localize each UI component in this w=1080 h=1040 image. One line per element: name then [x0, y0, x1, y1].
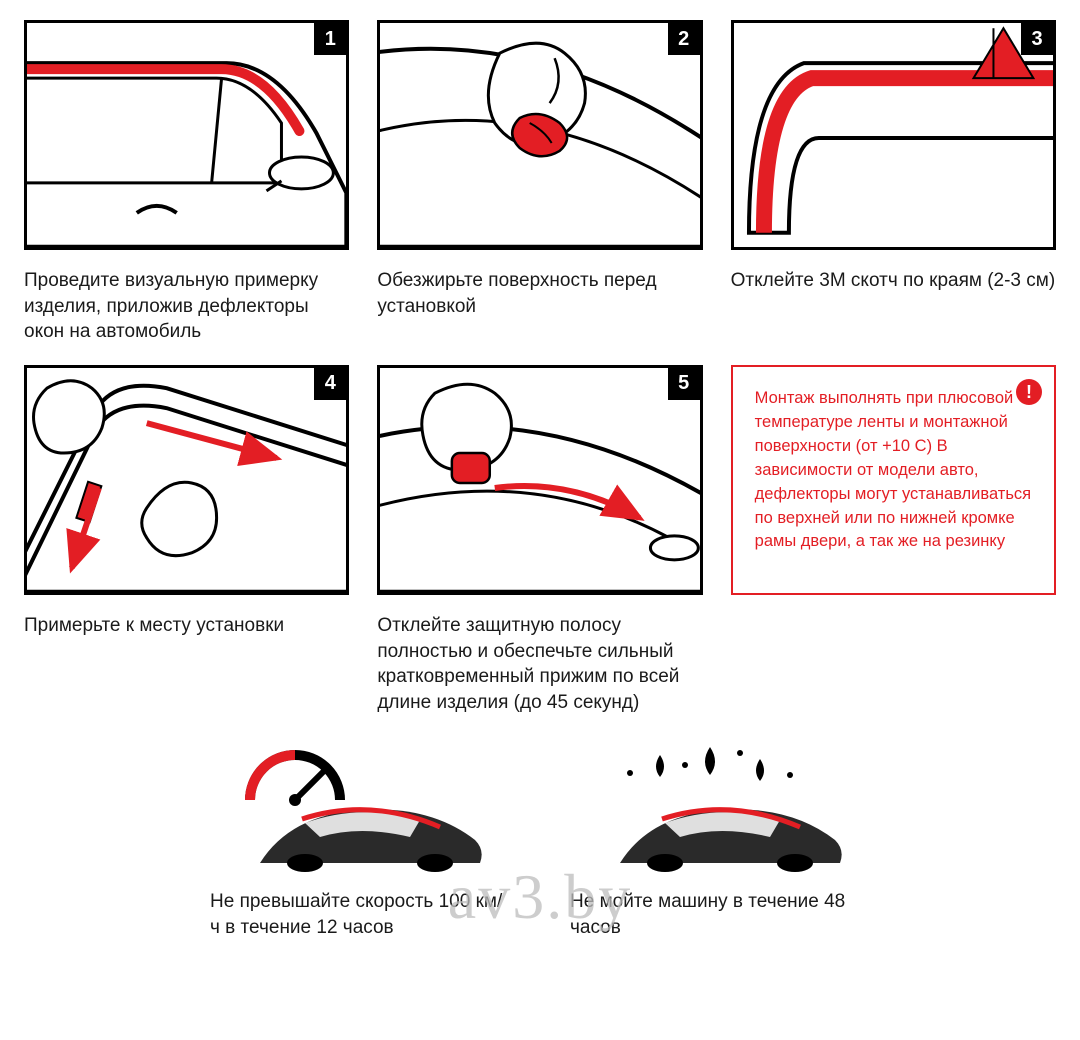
step-badge: 1 [314, 23, 346, 55]
warning-box: ! Монтаж выполнять при плюсовой температ… [731, 365, 1056, 595]
bottom-speed: Не превышайте скорость 100 км/ч в течени… [210, 745, 510, 940]
step-2-caption: Обезжирьте поверхность перед установкой [377, 268, 702, 319]
bottom-wash: Не мойте машину в течение 48 часов [570, 745, 870, 940]
step-2-illustration [380, 23, 699, 247]
bottom-speed-caption: Не превышайте скорость 100 км/ч в течени… [210, 889, 510, 940]
step-4-panel: 4 [24, 365, 349, 595]
step-1: 1 Проведите визуальную примерку изделия,… [24, 20, 349, 345]
bottom-wash-caption: Не мойте машину в течение 48 часов [570, 889, 870, 940]
warning-cell: ! Монтаж выполнять при плюсовой температ… [731, 365, 1056, 716]
step-5-panel: 5 [377, 365, 702, 595]
step-badge: 5 [668, 368, 700, 400]
step-5: 5 Отклейте защитную полосу полностью и о… [377, 365, 702, 716]
speed-icon [210, 745, 510, 875]
step-1-caption: Проведите визуальную примерку изделия, п… [24, 268, 349, 345]
step-3-illustration [734, 23, 1053, 247]
step-5-illustration [380, 368, 699, 592]
step-badge: 4 [314, 368, 346, 400]
step-1-illustration [27, 23, 346, 247]
step-1-panel: 1 [24, 20, 349, 250]
step-badge: 2 [668, 23, 700, 55]
step-4: 4 Примерьте к месту установки [24, 365, 349, 716]
step-2-panel: 2 [377, 20, 702, 250]
step-3-caption: Отклейте 3М скотч по краям (2-3 см) [731, 268, 1056, 294]
step-3: 3 Отклейте 3М скотч по краям (2-3 см) [731, 20, 1056, 345]
step-badge: 3 [1021, 23, 1053, 55]
step-5-caption: Отклейте защитную полосу полностью и обе… [377, 613, 702, 716]
wash-icon [570, 745, 870, 875]
bottom-row: Не превышайте скорость 100 км/ч в течени… [24, 745, 1056, 940]
step-4-caption: Примерьте к месту установки [24, 613, 349, 639]
step-2: 2 Обезжирьте поверхность перед установко… [377, 20, 702, 345]
steps-grid: 1 Проведите визуальную примерку изделия,… [24, 20, 1056, 715]
warning-icon: ! [1016, 379, 1042, 405]
step-3-panel: 3 [731, 20, 1056, 250]
step-4-illustration [27, 368, 346, 592]
warning-text: Монтаж выполнять при плюсовой температур… [755, 387, 1032, 554]
